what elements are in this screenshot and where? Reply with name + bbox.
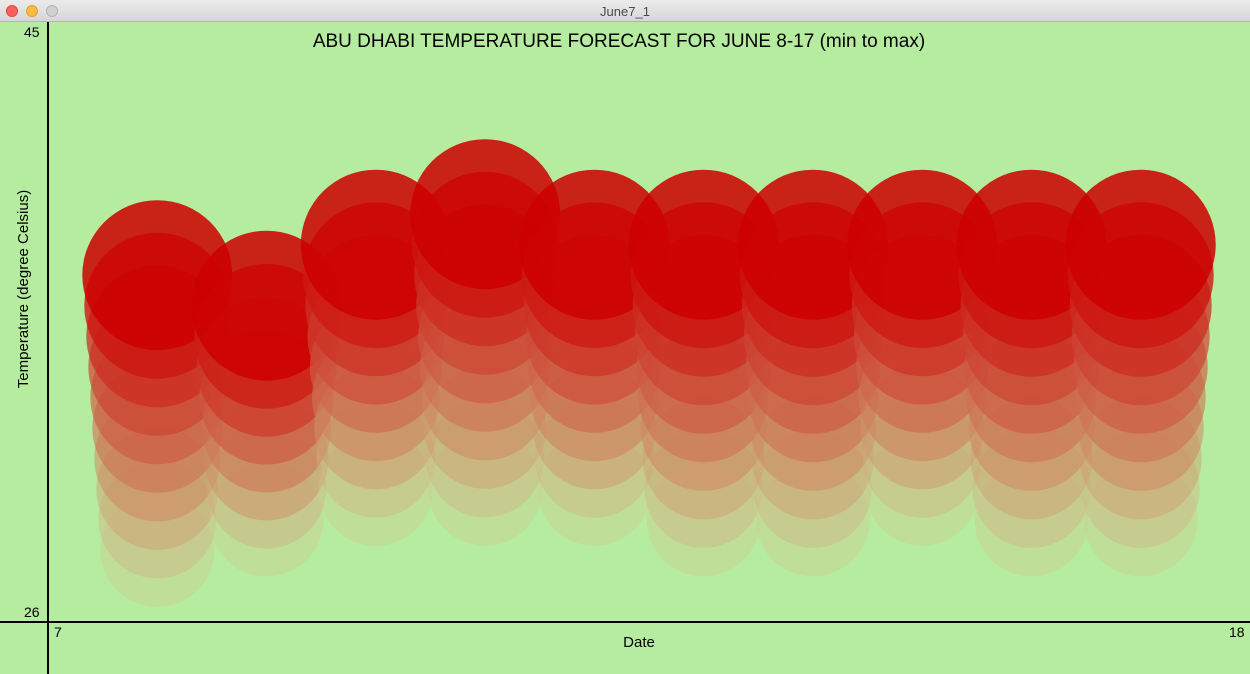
bubble-day-11-temp-30	[428, 431, 543, 546]
bubble-day-17-temp-38	[1065, 169, 1216, 320]
x-tick-label-max: 18	[1229, 624, 1245, 640]
bubble-day-9-temp-29	[209, 462, 324, 577]
bubble-layer	[82, 139, 1216, 607]
y-tick-label-max: 45	[24, 24, 40, 40]
window-titlebar: June7_1	[0, 0, 1250, 22]
window-title: June7_1	[600, 4, 650, 19]
chart-title: ABU DHABI TEMPERATURE FORECAST FOR JUNE …	[313, 31, 925, 52]
bubble-day-8-temp-28	[100, 492, 215, 607]
x-axis-title: Date	[623, 634, 655, 651]
bubble-day-10-temp-30	[318, 431, 433, 546]
maximize-window-button[interactable]	[46, 5, 58, 17]
y-tick-label-min: 26	[24, 604, 40, 620]
bubble-day-17-temp-29	[1083, 462, 1198, 577]
bubble-day-13-temp-29	[646, 462, 761, 577]
temperature-bubble-chart: ABU DHABI TEMPERATURE FORECAST FOR JUNE …	[0, 22, 1250, 674]
minimize-window-button[interactable]	[26, 5, 38, 17]
y-axis-title: Temperature (degree Celsius)	[15, 190, 32, 388]
bubble-day-16-temp-29	[974, 462, 1089, 577]
bubble-day-12-temp-30	[537, 431, 652, 546]
bubble-day-15-temp-30	[865, 431, 980, 546]
bubble-day-14-temp-29	[755, 462, 870, 577]
close-window-button[interactable]	[6, 5, 18, 17]
x-tick-label-min: 7	[54, 624, 62, 640]
